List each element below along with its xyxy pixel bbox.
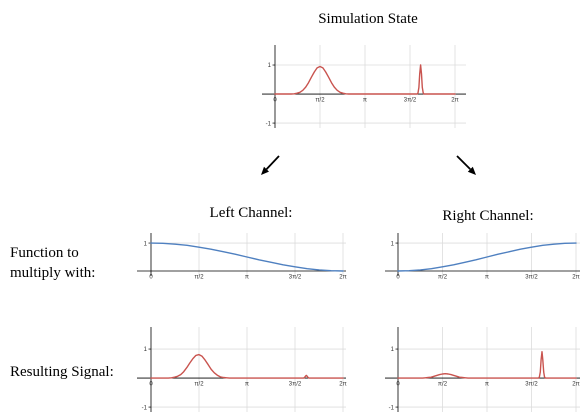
arrow-shaft xyxy=(456,155,471,170)
arrow-down-right-icon xyxy=(456,155,476,175)
x-tick-label: 0 xyxy=(396,382,400,388)
x-tick-label: 3π/2 xyxy=(289,382,302,388)
function-row-label-line1: Function to xyxy=(10,245,79,261)
y-tick-label: 1 xyxy=(391,241,395,247)
x-tick-label: 2π xyxy=(339,274,346,280)
arrow-head xyxy=(261,166,269,175)
series-line xyxy=(150,353,344,379)
arrow-down-left-icon xyxy=(261,155,280,175)
x-tick-label: π xyxy=(245,274,249,280)
x-tick-label: π xyxy=(485,382,489,388)
right-result-plot: 0 π/2 π 3π/2 2π 1 -1 xyxy=(385,327,580,412)
x-tick-label: 2π xyxy=(572,274,579,280)
x-tick-label: 2π xyxy=(572,382,579,388)
x-tick-label: 0 xyxy=(273,98,277,104)
x-tick-label: 0 xyxy=(149,274,153,280)
x-tick-label: π xyxy=(245,382,249,388)
left-result-plot: 0 π/2 π 3π/2 2π 1 -1 xyxy=(137,327,347,412)
x-tick-label: π/2 xyxy=(194,382,204,388)
x-tick-label: π xyxy=(485,274,489,280)
x-tick-label: 3π/2 xyxy=(525,274,538,280)
y-tick-label: 1 xyxy=(144,241,148,247)
simulation-state-title: Simulation State xyxy=(318,11,418,27)
x-tick-label: 0 xyxy=(149,382,153,388)
y-tick-label: -1 xyxy=(389,405,395,411)
y-tick-label: -1 xyxy=(142,405,148,411)
x-tick-label: π xyxy=(363,98,367,104)
x-tick-label: 0 xyxy=(396,274,400,280)
x-tick-label: 3π/2 xyxy=(525,382,538,388)
series-line xyxy=(150,242,344,272)
y-tick-label: 1 xyxy=(391,347,395,353)
left-function-plot: 0 π/2 π 3π/2 2π 1 xyxy=(137,233,347,280)
series-line xyxy=(397,242,577,272)
right-function-plot: 0 π/2 π 3π/2 2π 1 xyxy=(385,233,580,280)
y-tick-label: 1 xyxy=(144,347,148,353)
x-tick-label: 3π/2 xyxy=(404,98,417,104)
simulation-state-plot: 0 π/2 π 3π/2 2π 1 -1 xyxy=(262,45,466,128)
x-tick-label: π/2 xyxy=(315,98,325,104)
left-channel-label: Left Channel: xyxy=(210,205,293,221)
y-tick-label: 1 xyxy=(268,63,272,69)
x-tick-label: π/2 xyxy=(438,382,448,388)
x-tick-label: 3π/2 xyxy=(289,274,302,280)
x-tick-label: 2π xyxy=(451,98,458,104)
arrow-shaft xyxy=(265,155,280,170)
function-row-label-line2: multiply with: xyxy=(10,265,95,281)
series-line xyxy=(274,64,456,95)
x-tick-label: 2π xyxy=(339,382,346,388)
y-tick-label: -1 xyxy=(266,121,272,127)
series-line xyxy=(397,351,577,379)
x-tick-label: π/2 xyxy=(194,274,204,280)
right-channel-label: Right Channel: xyxy=(442,208,533,224)
result-row-label: Resulting Signal: xyxy=(10,364,114,380)
x-tick-label: π/2 xyxy=(438,274,448,280)
arrow-head xyxy=(467,166,476,175)
